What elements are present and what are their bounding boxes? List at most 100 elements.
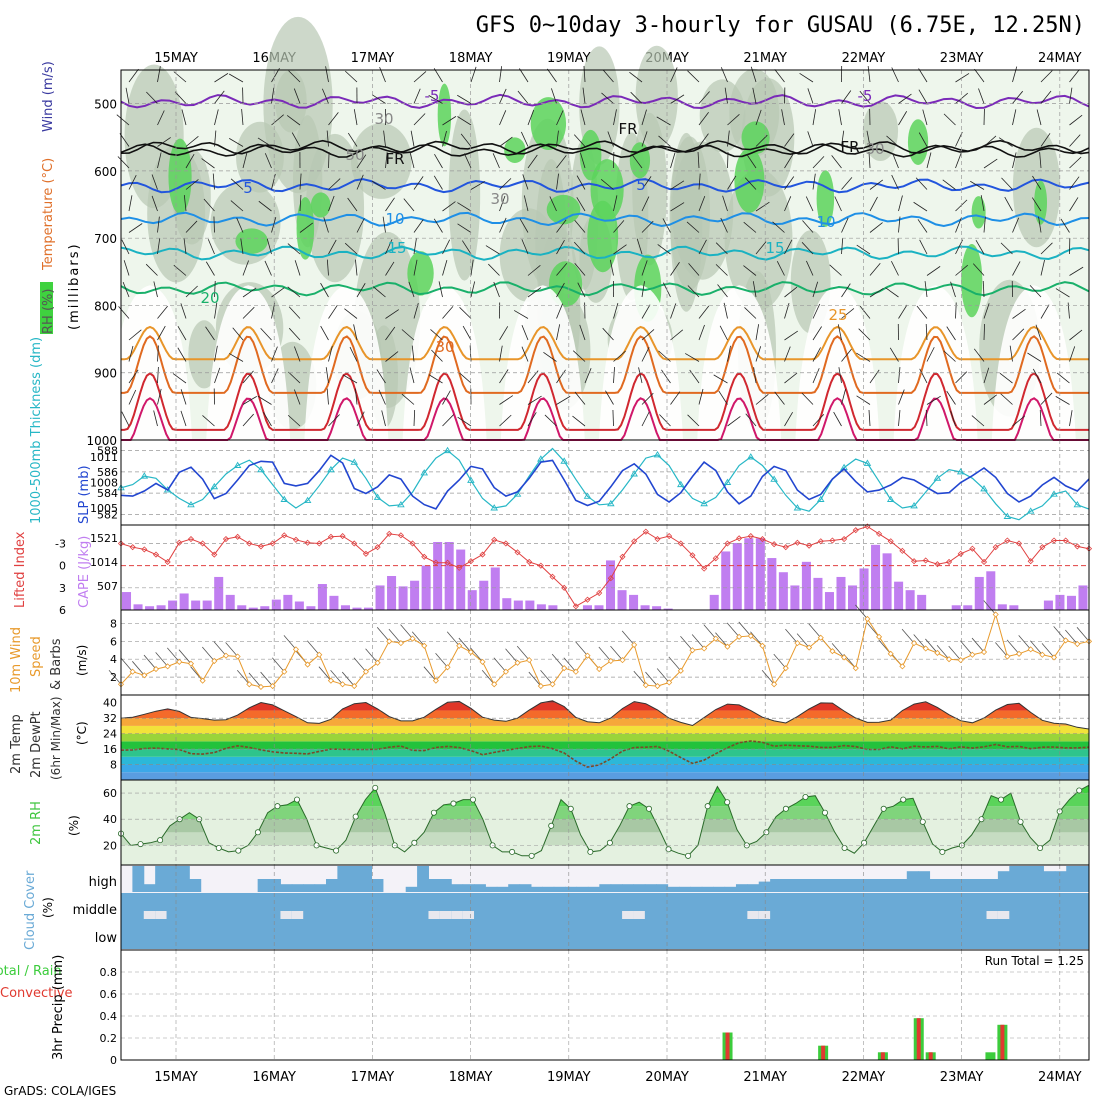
wind-barb (869, 287, 884, 298)
wind-barb (499, 136, 513, 147)
wind-barb (670, 329, 684, 341)
wind-barb (898, 195, 903, 212)
cloud-low-bar (872, 921, 885, 949)
thickness-point (933, 474, 942, 481)
li-point (386, 530, 393, 537)
cloud-high-bar (565, 886, 578, 892)
wind-barb (563, 657, 577, 672)
rh-point (333, 847, 340, 854)
wind-barb (264, 153, 272, 169)
rh-point (626, 803, 633, 810)
cape-bar (525, 600, 535, 610)
wind-barb (549, 196, 557, 212)
wind-barb (214, 90, 225, 104)
wind-barb (157, 238, 161, 255)
wind-barb (641, 196, 650, 212)
wind-barb (433, 175, 443, 190)
li-point (222, 535, 230, 543)
wind-speed-point (386, 638, 393, 645)
wind-barb (670, 262, 680, 276)
precip-convective-bar (880, 1052, 885, 1060)
cloud-high-bar (667, 886, 680, 892)
li-point (526, 558, 533, 566)
cape-bar (744, 538, 754, 610)
cloud-middle-bar (155, 893, 168, 921)
wind-barb (841, 90, 852, 104)
rh-point (822, 809, 829, 816)
cloud-high-bar (508, 884, 521, 892)
rh-point (469, 796, 476, 803)
wind-speed-point (969, 651, 976, 658)
cape-bar (398, 586, 408, 610)
wind-barb (715, 242, 728, 255)
wind-barb (521, 346, 529, 362)
cloud-middle-bar (701, 893, 714, 921)
wind-barb (232, 327, 244, 341)
wind-barb (157, 305, 168, 319)
wind-barb (641, 109, 647, 126)
wind-barb (727, 130, 730, 147)
wind-barb (1032, 368, 1042, 384)
cloud-low-bar (314, 921, 327, 949)
wind-barb (670, 94, 685, 104)
thickness-point (980, 485, 988, 492)
li-point (910, 558, 918, 565)
wind-barb (413, 176, 424, 190)
cloud-middle-gap (428, 911, 441, 919)
wind-barb (1012, 261, 1021, 276)
li-point (945, 558, 953, 566)
cloud-low-bar (451, 921, 464, 949)
cloud-low-bar (143, 921, 156, 949)
wind-barb (299, 173, 302, 190)
wind-barb (641, 392, 654, 405)
wind-barb (698, 195, 706, 212)
cloud-low-bar (599, 921, 612, 949)
wind-barb (575, 641, 588, 656)
cloud-high-bar (906, 871, 919, 892)
isotherm-label: 25 (828, 306, 847, 324)
wind-barb (869, 196, 878, 212)
cloud-middle-bar (257, 893, 270, 921)
cape-bar (894, 581, 904, 610)
li-point (852, 527, 859, 534)
rh-shade-mid (236, 121, 284, 193)
wind-barb (641, 304, 651, 319)
wind-barb (519, 68, 529, 83)
wind-barb (983, 135, 997, 147)
li-point (596, 589, 603, 597)
date-label-bottom: 18MAY (449, 1070, 493, 1085)
wind-barb (724, 87, 728, 104)
temp-band (121, 725, 1089, 734)
cape-bar (917, 594, 927, 610)
li-point (899, 547, 906, 554)
thickness-point (653, 451, 662, 458)
wind-barb (1056, 372, 1070, 384)
wind-barb (385, 351, 399, 362)
cloud-middle-gap (155, 911, 168, 919)
li-point (887, 538, 894, 545)
li-point (561, 584, 568, 591)
wind-barb (761, 670, 775, 685)
wind-barb (442, 130, 447, 147)
wind-barb (1069, 176, 1080, 190)
wind-barb (125, 87, 130, 104)
wind-barb (521, 239, 529, 255)
wind-speed-point (281, 668, 288, 675)
cloud-high-bar (895, 879, 908, 892)
cloud-low-bar (633, 921, 646, 949)
wind-barb (356, 283, 366, 298)
li-point (269, 540, 276, 547)
wind-barb (641, 176, 652, 190)
wind-barb (641, 329, 655, 341)
wind-barb (306, 640, 320, 655)
wind-barb (556, 395, 571, 405)
rh-shade-high (310, 192, 331, 218)
wind-barb (576, 175, 586, 190)
wind-barb (521, 325, 529, 341)
li-point (304, 539, 311, 546)
date-label-top: 19MAY (547, 51, 591, 66)
wind-barb (1012, 415, 1026, 427)
dry-dome (500, 285, 585, 440)
wind-barb (287, 414, 301, 427)
wind-barb (998, 137, 1013, 147)
